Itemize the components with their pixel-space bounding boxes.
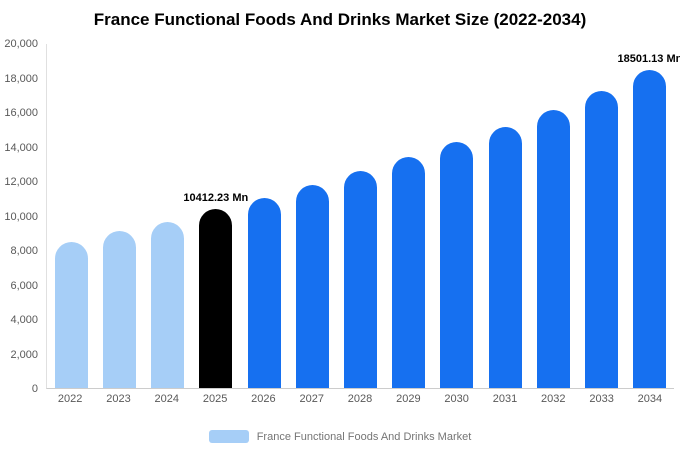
y-tick-label: 6,000 [10,279,38,292]
y-tick-label: 0 [31,383,38,395]
chart-title: France Functional Foods And Drinks Marke… [93,10,587,29]
x-tick-label: 2025 [202,393,228,405]
y-tick-label: 8,000 [10,245,38,257]
y-tick-label: 16,000 [4,107,38,119]
x-tick-label: 2023 [106,393,131,405]
bar-column [288,44,336,388]
bar-column [529,44,577,388]
bar-column [385,44,433,388]
bar-2033 [585,91,619,388]
x-tick-label: 2022 [57,393,83,405]
legend: France Functional Foods And Drinks Marke… [0,430,680,443]
bars-row: 10412.23 Mn 18501.13 Mn [47,44,680,388]
bar-2034 [633,69,667,388]
bar-column [143,44,191,388]
bar-column [336,44,384,388]
bar-2031 [488,126,522,388]
bar-column: 18501.13 Mn [618,44,680,388]
legend-swatch [208,430,249,443]
bar-2029 [392,156,426,388]
x-tick-label: 2034 [637,393,663,405]
bar-column [95,44,143,388]
x-tick-label: 2028 [347,393,373,405]
x-tick-label: 2030 [444,393,469,405]
x-tick-label: 2027 [299,393,324,405]
y-tick-label: 20,000 [4,38,38,50]
bar-2025 [199,208,233,388]
bar-column [433,44,481,388]
x-axis-labels: 2022 2023 2024 2025 2026 2027 2028 2029 2030 2031… [46,393,674,405]
bar-column: 10412.23 Mn [183,44,248,388]
bar-column [578,44,626,388]
y-tick-label: 12,000 [4,176,38,188]
y-tick-label: 18,000 [4,72,38,85]
y-tick-label: 2,000 [10,348,38,361]
bar-column [481,44,529,388]
bar-column [47,44,95,388]
bar-2023 [102,231,136,388]
x-tick-label: 2029 [396,393,421,405]
bar-2028 [344,171,378,388]
plot-area: 10412.23 Mn 18501.13 Mn [46,44,680,389]
y-tick-label: 4,000 [10,314,38,326]
bar-column [240,44,288,388]
x-tick-label: 2024 [154,393,180,405]
y-axis: 0 2,000 4,000 6,000 8,000 10,000 12,000 14,000 1… [0,38,40,395]
bar-2026 [247,197,281,388]
x-tick-label: 2033 [589,393,614,405]
x-tick-label: 2032 [541,393,566,405]
bar-value-label: 10412.23 Mn [183,191,249,204]
bar-value-label: 18501.13 Mn [617,52,680,65]
bar-2022 [54,241,88,388]
bar-2027 [295,185,329,388]
bar-2024 [151,222,185,388]
x-tick-label: 2026 [251,393,276,405]
bar-2030 [440,142,474,388]
y-tick-label: 14,000 [4,141,38,154]
y-tick-label: 10,000 [4,210,38,223]
x-tick-label: 2031 [492,393,518,405]
legend-label: France Functional Foods And Drinks Marke… [256,430,472,443]
bar-2032 [536,110,570,388]
